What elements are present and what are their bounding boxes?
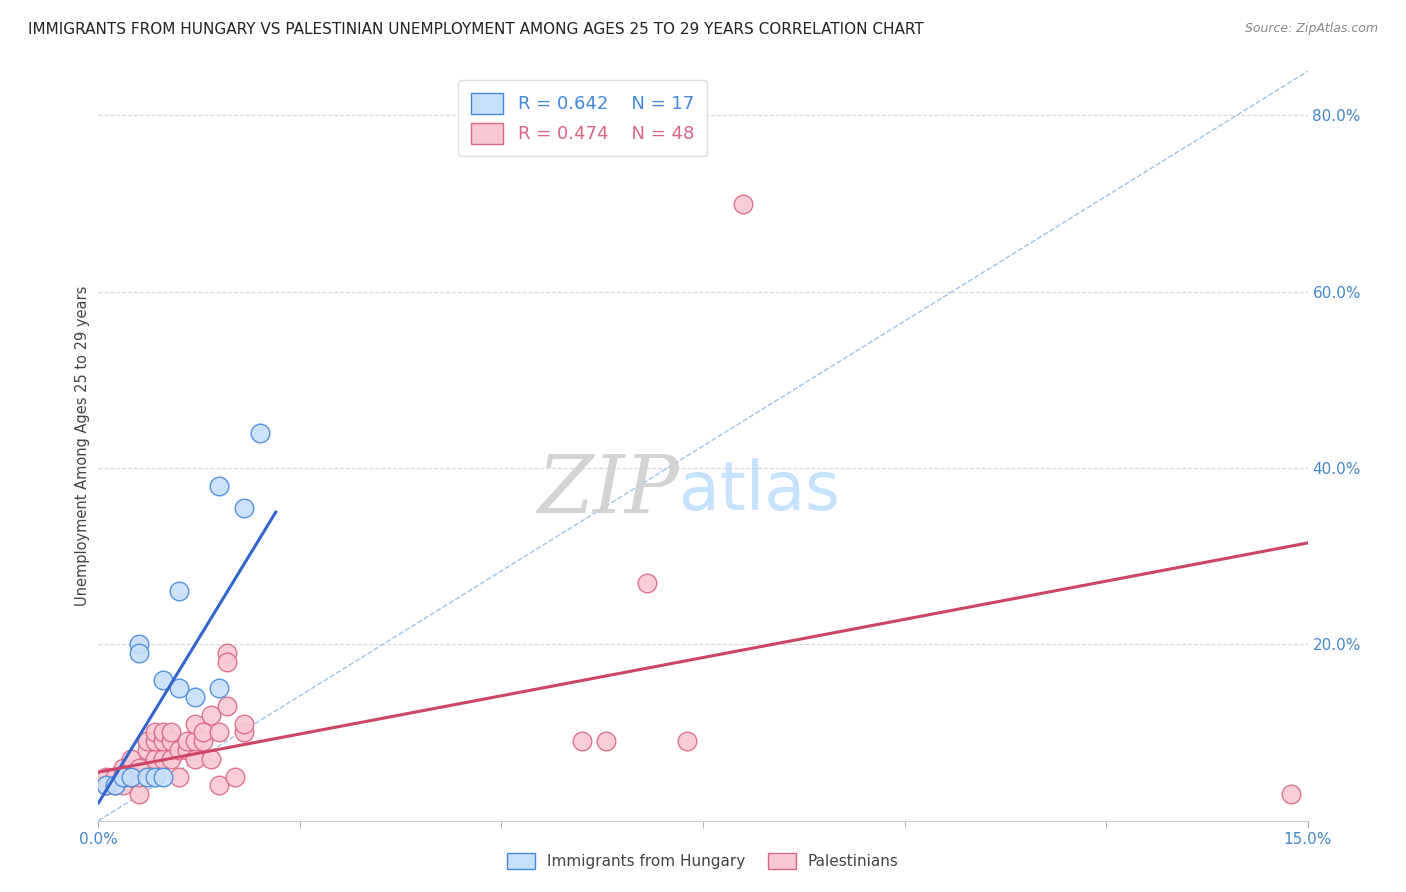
Point: [1281, 787, 1303, 801]
Point: [208, 478, 231, 492]
Point: [111, 770, 134, 784]
Point: [184, 734, 207, 748]
Point: [152, 734, 174, 748]
Point: [135, 734, 157, 748]
Point: [193, 734, 215, 748]
Point: [200, 752, 222, 766]
Point: [111, 770, 134, 784]
Point: [135, 743, 157, 757]
Point: [152, 673, 174, 687]
Point: [135, 770, 157, 784]
Point: [200, 707, 222, 722]
Point: [103, 770, 125, 784]
Point: [167, 681, 190, 696]
Point: [96, 778, 118, 792]
Point: [120, 752, 142, 766]
Point: [184, 752, 207, 766]
Point: [111, 761, 134, 775]
Text: IMMIGRANTS FROM HUNGARY VS PALESTINIAN UNEMPLOYMENT AMONG AGES 25 TO 29 YEARS CO: IMMIGRANTS FROM HUNGARY VS PALESTINIAN U…: [28, 22, 924, 37]
Point: [96, 770, 118, 784]
Point: [143, 725, 166, 739]
Point: [232, 725, 254, 739]
Legend: R = 0.642    N = 17, R = 0.474    N = 48: R = 0.642 N = 17, R = 0.474 N = 48: [458, 80, 707, 156]
Point: [103, 778, 125, 792]
Point: [571, 734, 593, 748]
Point: [160, 725, 183, 739]
Point: [217, 699, 239, 714]
Point: [128, 770, 150, 784]
Point: [152, 770, 174, 784]
Point: [176, 734, 198, 748]
Point: [176, 743, 198, 757]
Point: [143, 734, 166, 748]
Text: ZIP: ZIP: [537, 452, 679, 530]
Point: [143, 770, 166, 784]
Y-axis label: Unemployment Among Ages 25 to 29 years: Unemployment Among Ages 25 to 29 years: [75, 285, 90, 607]
Point: [120, 770, 142, 784]
Point: [103, 778, 125, 792]
Point: [217, 655, 239, 669]
Point: [636, 575, 658, 590]
Point: [152, 725, 174, 739]
Point: [167, 743, 190, 757]
Point: [143, 752, 166, 766]
Point: [232, 716, 254, 731]
Point: [111, 778, 134, 792]
Point: [224, 770, 246, 784]
Point: [232, 500, 254, 515]
Point: [167, 584, 190, 599]
Point: [128, 646, 150, 660]
Point: [249, 425, 271, 440]
Point: [733, 196, 755, 211]
Point: [120, 770, 142, 784]
Point: [160, 734, 183, 748]
Point: [193, 725, 215, 739]
Point: [152, 752, 174, 766]
Point: [676, 734, 699, 748]
Text: Source: ZipAtlas.com: Source: ZipAtlas.com: [1244, 22, 1378, 36]
Point: [217, 646, 239, 660]
Point: [96, 778, 118, 792]
Point: [208, 778, 231, 792]
Point: [160, 752, 183, 766]
Legend: Immigrants from Hungary, Palestinians: Immigrants from Hungary, Palestinians: [501, 847, 905, 875]
Point: [595, 734, 617, 748]
Point: [128, 761, 150, 775]
Point: [128, 637, 150, 651]
Text: atlas: atlas: [679, 458, 839, 524]
Point: [208, 681, 231, 696]
Point: [184, 716, 207, 731]
Point: [208, 725, 231, 739]
Point: [167, 770, 190, 784]
Point: [184, 690, 207, 705]
Point: [128, 787, 150, 801]
